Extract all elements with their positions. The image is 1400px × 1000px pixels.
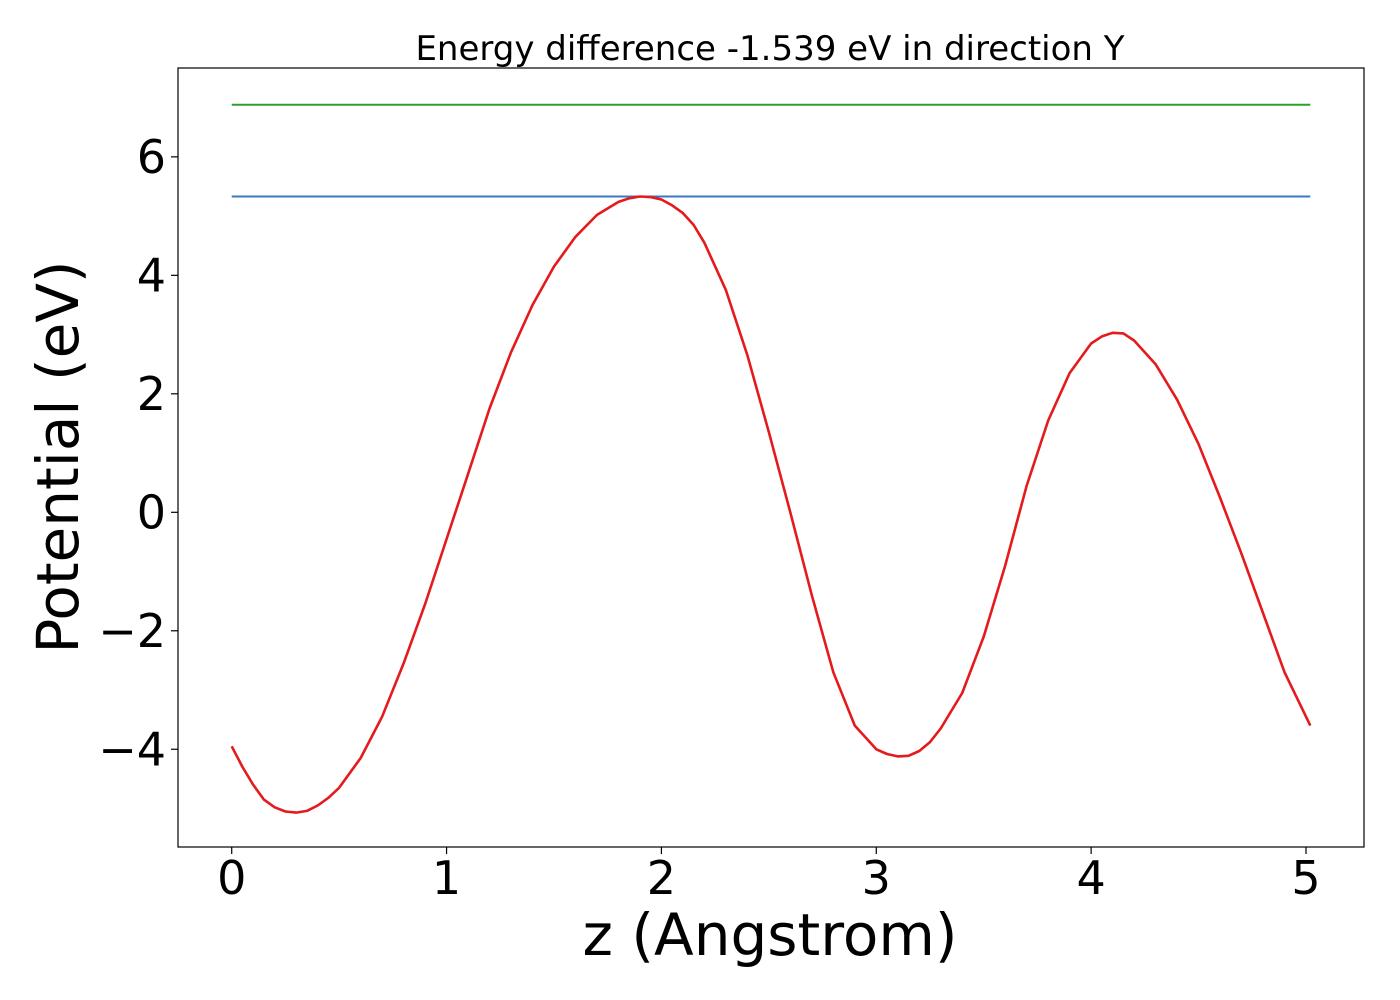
y-tick-label: 2 xyxy=(137,367,166,421)
x-axis: 0 1 2 3 4 5 xyxy=(217,847,1321,905)
chart-title: Energy difference -1.539 eV in direction… xyxy=(415,29,1124,69)
series-line-2 xyxy=(230,195,1312,814)
x-tick-label: 0 xyxy=(217,851,246,905)
x-tick-label: 3 xyxy=(862,851,891,905)
y-axis: −4 −2 0 2 4 6 xyxy=(98,130,178,776)
plot-area xyxy=(230,103,1312,814)
y-tick-label: 6 xyxy=(137,130,166,184)
y-tick-label: 4 xyxy=(137,248,166,302)
y-axis-label: Potential (eV) xyxy=(24,260,92,653)
x-tick-label: 2 xyxy=(647,851,676,905)
x-tick-label: 4 xyxy=(1076,851,1105,905)
y-tick-label: −2 xyxy=(98,604,166,658)
y-tick-label: 0 xyxy=(137,485,166,539)
y-tick-label: −4 xyxy=(98,722,166,776)
plot-frame xyxy=(177,67,1365,848)
x-tick-label: 5 xyxy=(1291,851,1320,905)
x-axis-label: z (Angstrom) xyxy=(583,901,958,969)
x-tick-label: 1 xyxy=(432,851,461,905)
